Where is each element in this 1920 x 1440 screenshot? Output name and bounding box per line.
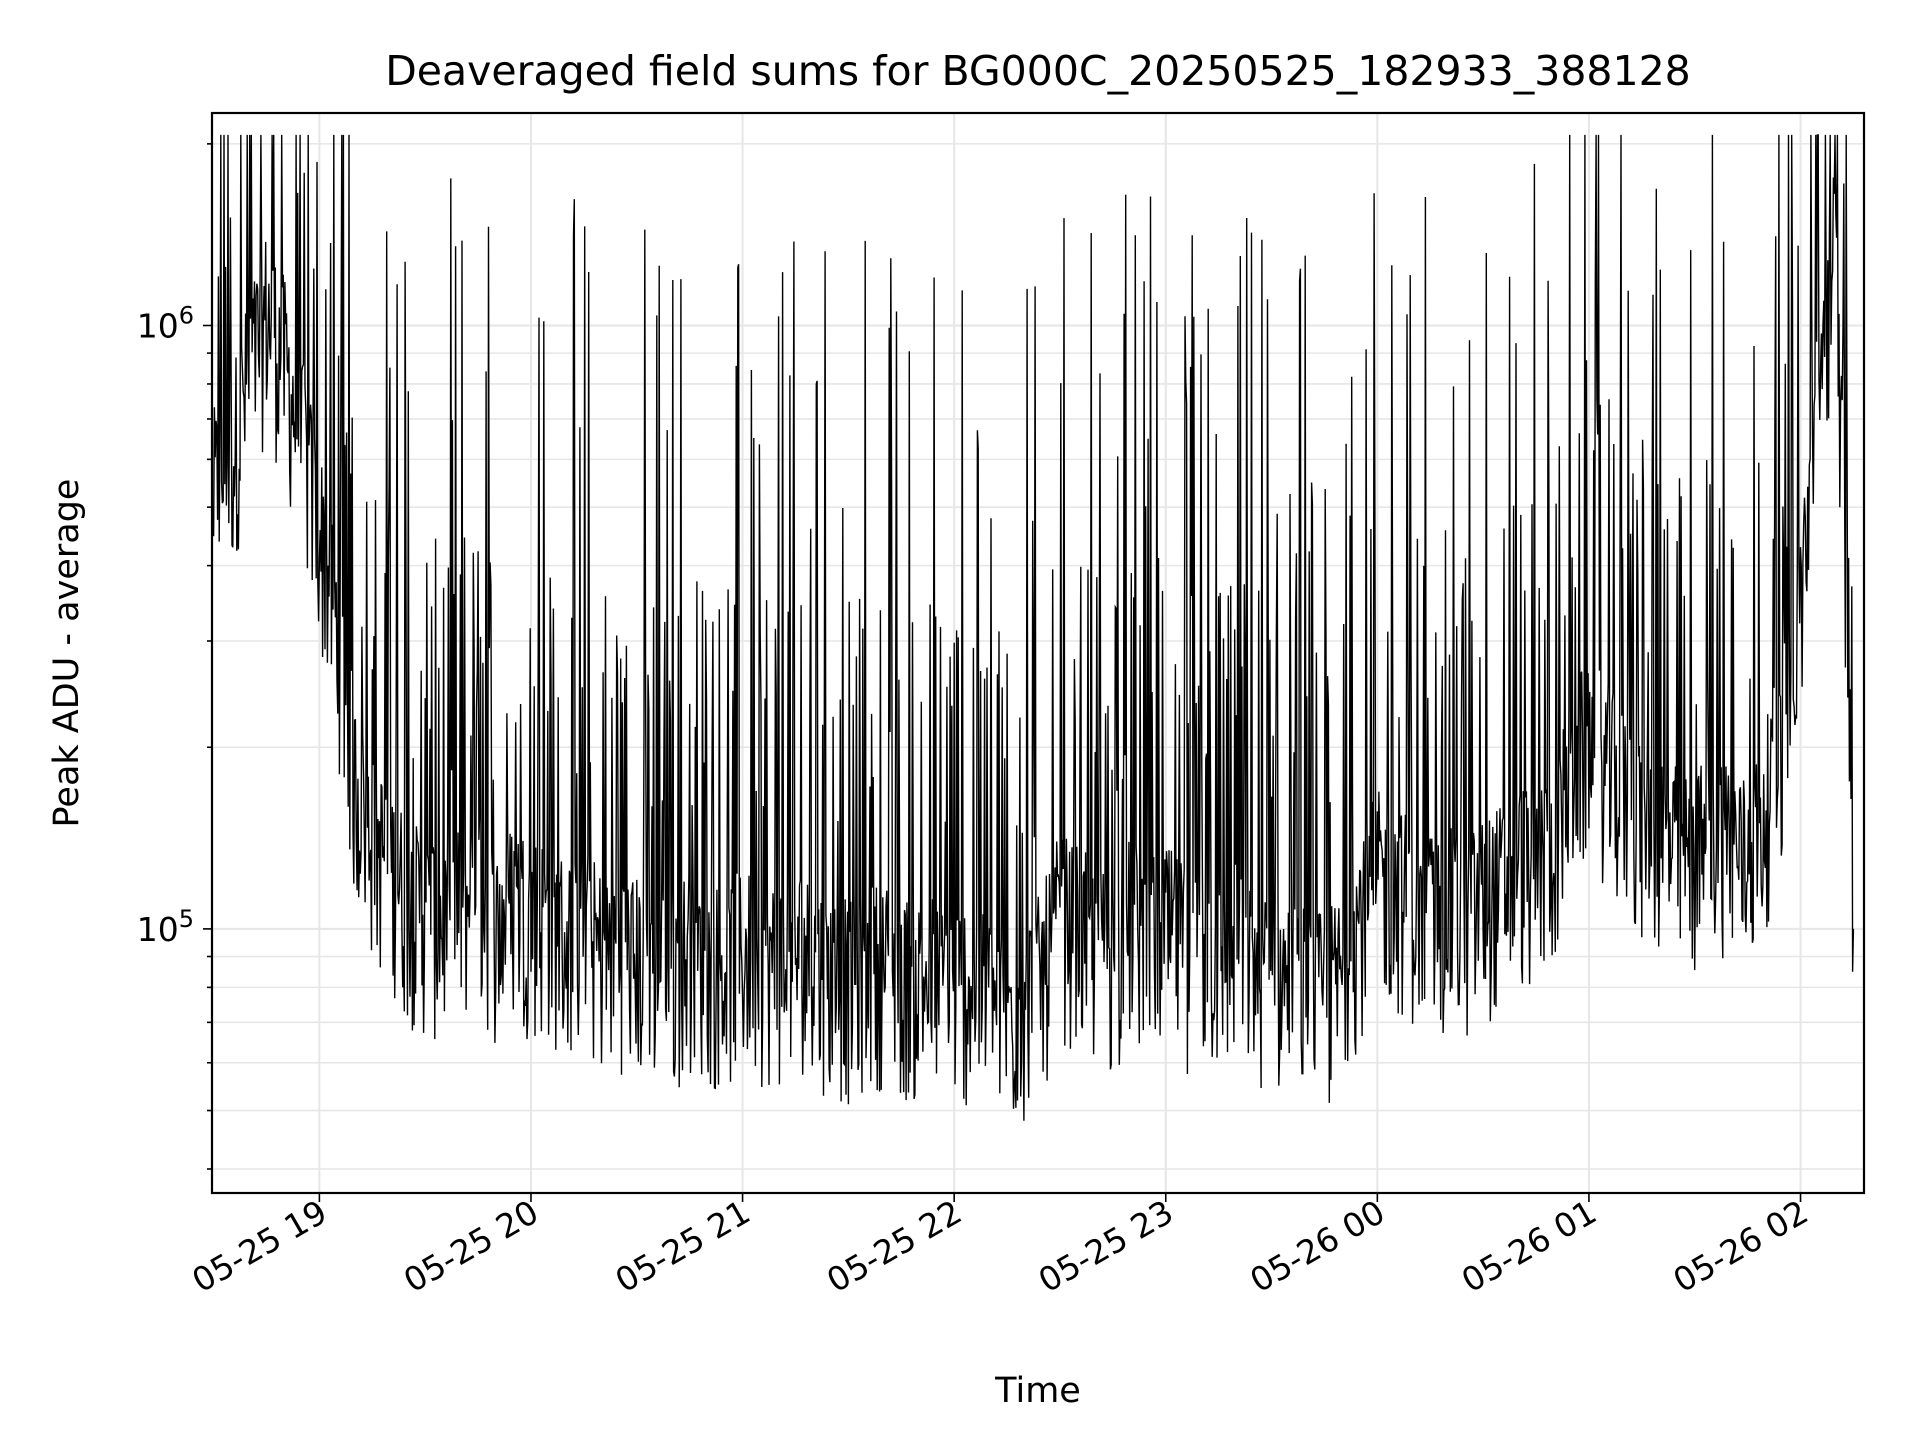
series-line — [212, 134, 1855, 1121]
chart-title: Deaveraged field sums for BG000C_2025052… — [385, 47, 1691, 95]
x-axis-label: Time — [994, 1371, 1081, 1411]
y-axis-label: Peak ADU - average — [47, 479, 87, 828]
y-tick-label: 106 — [137, 302, 194, 346]
y-tick-label: 105 — [137, 905, 194, 949]
plot-frame — [210, 111, 1866, 1195]
